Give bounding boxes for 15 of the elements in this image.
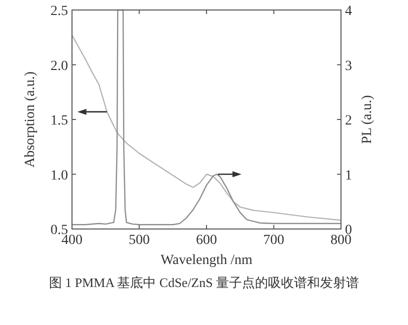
caption: 图 1 PMMA 基底中 CdSe/ZnS 量子点的吸收谱和发射谱 (48, 274, 360, 292)
y2-tick-label: 1 (345, 168, 352, 184)
x-tick-label: 600 (196, 233, 217, 248)
y-tick-label: 2.0 (50, 58, 68, 74)
y-tick-label: 1.5 (50, 114, 68, 128)
y-axis-title: Absorption (a.u.) (23, 71, 38, 168)
x-axis-title: Wavelength /nm (160, 253, 253, 268)
y2-axis-title: PL (a.u.) (360, 94, 375, 144)
y-tick-label: 1.0 (50, 168, 68, 184)
x-tick-label: 500 (128, 233, 150, 248)
y2-tick-label: 3 (345, 58, 352, 74)
y-tick-label: 2.5 (50, 4, 68, 19)
x-tick-label: 700 (263, 233, 284, 248)
y2-tick-label: 2 (345, 114, 352, 128)
y2-tick-label: 4 (345, 4, 352, 19)
